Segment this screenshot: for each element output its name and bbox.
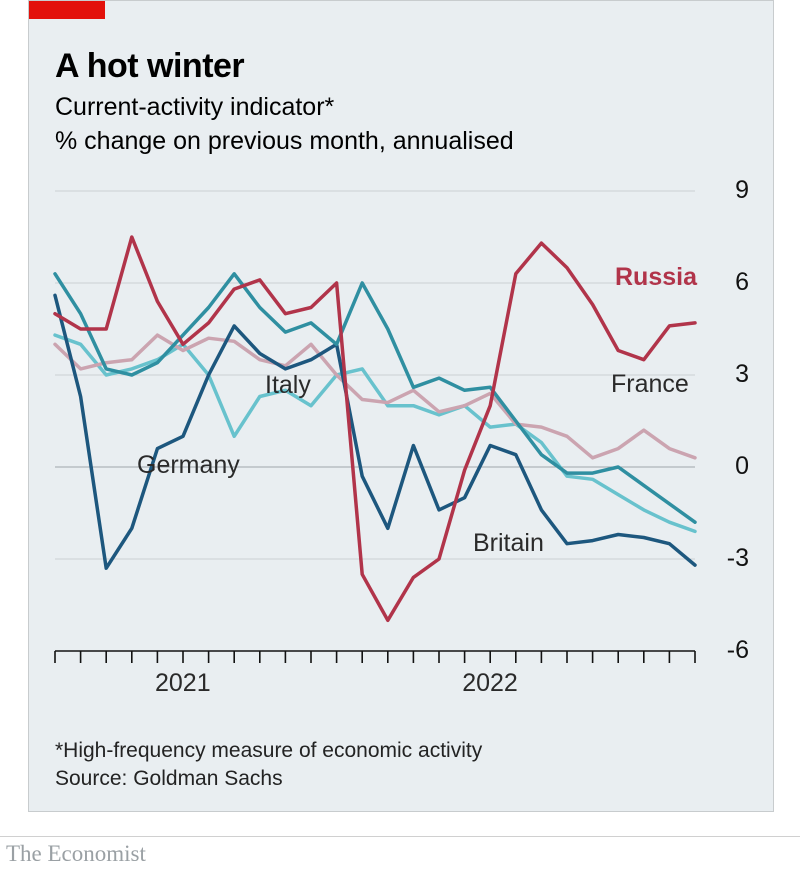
y-tick-label: -3 bbox=[709, 544, 749, 573]
publisher-footer: The Economist bbox=[0, 836, 800, 871]
y-tick-label: -6 bbox=[709, 636, 749, 665]
economist-red-tab bbox=[29, 1, 105, 19]
chart-subtitle: Current-activity indicator* bbox=[55, 93, 334, 122]
y-tick-label: 6 bbox=[709, 268, 749, 297]
series-label-france: France bbox=[611, 370, 689, 399]
y-tick-label: 3 bbox=[709, 360, 749, 389]
series-label-russia: Russia bbox=[615, 263, 697, 292]
series-line-france bbox=[55, 335, 695, 458]
plot-area: -6 -3 0 3 6 9 2021 2022 Russia Italy Britain Fran… bbox=[29, 171, 773, 711]
series-label-germany: Germany bbox=[137, 451, 240, 480]
chart-title: A hot winter bbox=[55, 47, 244, 86]
chart-source: Source: Goldman Sachs bbox=[55, 767, 283, 791]
series-label-britain: Britain bbox=[473, 529, 544, 558]
chart-subnote: % change on previous month, annualised bbox=[55, 127, 514, 156]
series-line-britain bbox=[55, 295, 695, 568]
series-line-russia bbox=[55, 237, 695, 620]
y-tick-label: 9 bbox=[709, 176, 749, 205]
x-year-label: 2021 bbox=[155, 669, 211, 698]
line-chart-svg bbox=[55, 171, 695, 711]
series-label-italy: Italy bbox=[265, 371, 311, 400]
chart-footnote: *High-frequency measure of economic acti… bbox=[55, 739, 482, 763]
image-root: A hot winter Current-activity indicator*… bbox=[0, 0, 800, 871]
x-year-label: 2022 bbox=[462, 669, 518, 698]
chart-card: A hot winter Current-activity indicator*… bbox=[28, 0, 774, 812]
y-tick-label: 0 bbox=[709, 452, 749, 481]
